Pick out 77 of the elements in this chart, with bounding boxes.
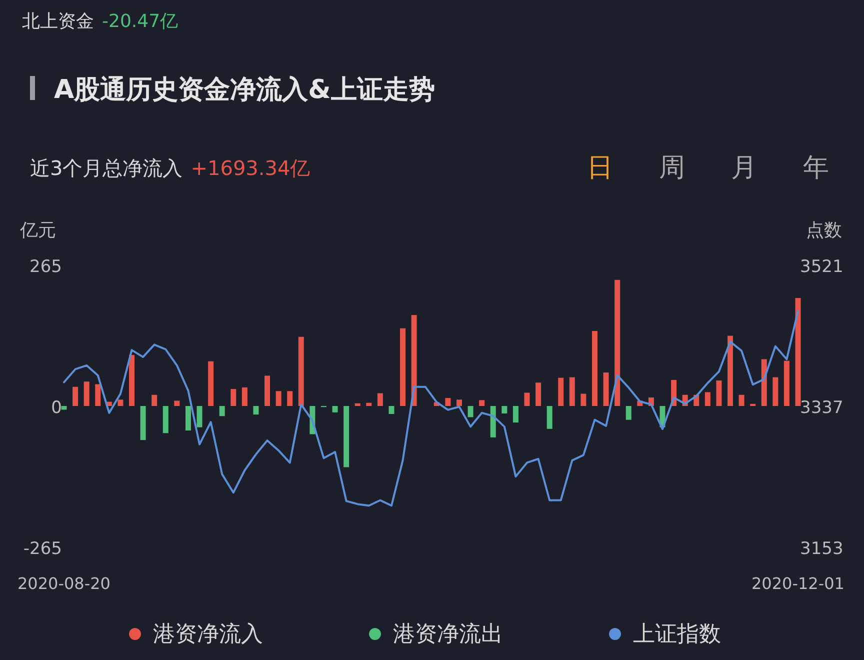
bar <box>468 406 474 418</box>
bar <box>614 280 620 406</box>
bar <box>61 406 67 410</box>
bar <box>354 403 360 406</box>
y-axis-title: 亿元 <box>19 220 56 241</box>
bar <box>95 384 101 406</box>
bar <box>276 391 282 406</box>
text: 日 <box>587 153 613 183</box>
bar <box>411 315 417 406</box>
bar <box>704 392 710 406</box>
text: 月 <box>731 153 757 183</box>
bar <box>626 406 632 420</box>
bar <box>162 406 168 434</box>
bar <box>784 360 790 406</box>
y-tick-label: 265 <box>30 257 62 277</box>
bar <box>219 406 225 416</box>
y-tick-label: 0 <box>51 398 62 418</box>
bar <box>738 394 744 406</box>
bar <box>287 391 293 406</box>
legend-label: 上证指数 <box>633 622 721 647</box>
bar <box>400 328 406 406</box>
bar <box>366 402 372 406</box>
bar <box>524 392 530 406</box>
line-series <box>63 310 799 507</box>
bar <box>208 361 214 406</box>
bar <box>456 400 462 406</box>
x-tick-label: 2020-08-20 <box>18 574 110 593</box>
bar <box>569 377 575 406</box>
y2-tick-label: 3337 <box>800 398 844 418</box>
bar <box>72 386 78 406</box>
bar <box>795 298 801 406</box>
bar <box>377 393 383 406</box>
bar <box>332 406 338 412</box>
bar <box>129 354 135 406</box>
bar <box>603 372 609 406</box>
bar <box>140 406 146 440</box>
y2-tick-label: 3153 <box>800 539 844 559</box>
legend-label: 港资净流入 <box>153 622 263 647</box>
bar <box>536 382 542 406</box>
bar <box>344 406 350 468</box>
text: 年 <box>803 153 829 183</box>
bar <box>479 400 485 406</box>
bar <box>152 394 158 406</box>
bar <box>761 359 767 406</box>
bar <box>118 400 124 406</box>
bar <box>264 376 270 406</box>
y2-axis-title: 点数 <box>806 220 842 241</box>
text: 北上资金 <box>22 11 94 32</box>
bar <box>174 400 180 406</box>
bar <box>490 406 496 438</box>
text: 近3个月总净流入 <box>30 156 183 180</box>
bar <box>242 387 248 406</box>
text: +1693.34亿 <box>190 156 310 180</box>
legend-label: 港资净流出 <box>393 622 503 647</box>
bar <box>230 388 236 406</box>
bar <box>558 378 564 406</box>
text: -20.47亿 <box>102 11 178 32</box>
bar <box>185 406 191 430</box>
bar <box>546 406 552 429</box>
bar <box>580 394 586 406</box>
bar <box>445 398 451 406</box>
y-tick-label: -265 <box>23 539 62 559</box>
x-tick-label: 2020-12-01 <box>752 574 844 593</box>
bar <box>196 406 202 428</box>
chart-title: A股通历史资金净流入&上证走势 <box>54 75 435 105</box>
bar <box>298 336 304 406</box>
y2-tick-label: 3521 <box>800 257 844 277</box>
bar <box>512 406 518 422</box>
bar <box>772 377 778 406</box>
bar <box>388 406 394 414</box>
bar <box>502 406 508 414</box>
bar <box>727 336 733 406</box>
bar <box>716 380 722 406</box>
bar <box>592 330 598 406</box>
bar <box>253 406 259 415</box>
bar <box>84 382 90 406</box>
text: 周 <box>659 153 685 183</box>
